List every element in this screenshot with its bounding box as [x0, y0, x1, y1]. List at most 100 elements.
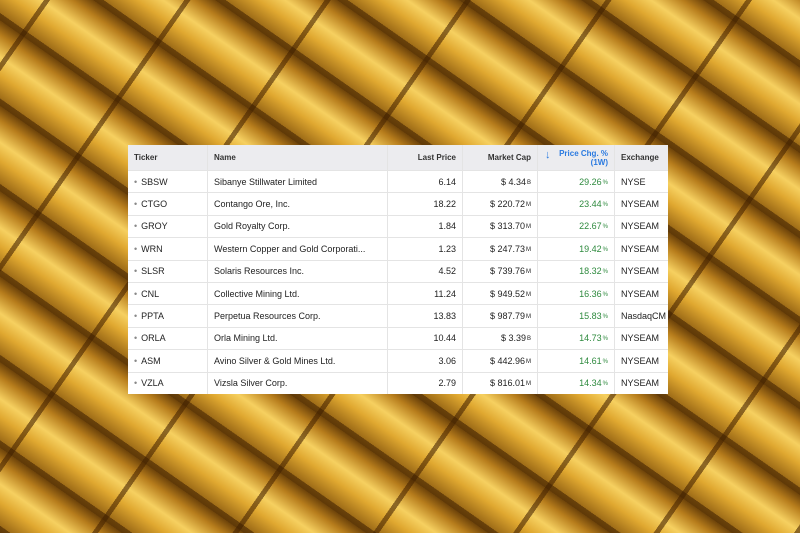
ticker[interactable]: SBSW	[141, 176, 168, 187]
change-cell: 18.32%	[538, 260, 615, 282]
name-cell: Perpetua Resources Corp.	[208, 305, 388, 327]
header-text: (1W)	[590, 157, 608, 167]
ticker-cell: • VZLA	[128, 372, 208, 394]
ticker[interactable]: WRN	[141, 243, 163, 254]
ticker[interactable]: GROY	[141, 221, 168, 232]
amount: 15.83	[579, 311, 602, 322]
table-row[interactable]: • SBSW Sibanye Stillwater Limited 6.14 $ 4.3…	[128, 170, 668, 193]
ticker-cell: • ORLA	[128, 327, 208, 350]
amount: $ 442.96	[489, 355, 525, 366]
ticker-cell: • CTGO	[128, 193, 208, 215]
name-cell: Collective Mining Ltd.	[208, 282, 388, 305]
ticker[interactable]: VZLA	[141, 378, 164, 389]
table-row[interactable]: • VZLA Vizsla Silver Corp. 2.79 $ 816.01 M 14.…	[128, 371, 668, 394]
unit: M	[526, 358, 531, 365]
price-cell: 6.14	[388, 171, 463, 193]
header-cell[interactable]: Name	[208, 145, 388, 170]
unit: M	[526, 224, 531, 231]
price-cell: 13.83	[388, 305, 463, 327]
table-row[interactable]: • ASM Avino Silver & Gold Mines Ltd. 3.06 $ …	[128, 349, 668, 372]
ticker-cell: • GROY	[128, 215, 208, 238]
change-cell: 19.42%	[538, 238, 615, 260]
sort-arrow: ↓	[545, 149, 551, 161]
ticker-cell: • SBSW	[128, 171, 208, 193]
market-cap-cell: $ 816.01 M	[463, 372, 538, 394]
unit: %	[602, 224, 608, 231]
unit: B	[526, 336, 531, 343]
amount: $ 739.76	[489, 266, 525, 277]
amount: $ 949.52	[489, 288, 525, 299]
unit: M	[526, 314, 531, 321]
ticker[interactable]: SLSR	[141, 266, 165, 277]
bullet: •	[134, 355, 138, 366]
exchange-cell: NasdaqCM	[621, 311, 667, 322]
amount: $ 3.39	[500, 333, 526, 344]
table-row[interactable]: • ORLA Orla Mining Ltd. 10.44 $ 3.39 B 14.73% N…	[128, 326, 668, 350]
ticker[interactable]: CNL	[141, 288, 160, 299]
market-cap-cell: $ 313.70 M	[463, 215, 538, 238]
change-cell: 23.44%	[538, 193, 615, 215]
unit: %	[602, 358, 608, 365]
unit: B	[526, 179, 531, 186]
name-cell: Gold Royalty Corp.	[208, 215, 388, 238]
amount: $ 313.70	[489, 221, 525, 232]
ticker[interactable]: ASM	[141, 355, 161, 366]
header-cell[interactable]: Exchange	[621, 153, 659, 162]
table-row[interactable]: • GROY Gold Royalty Corp. 1.84 $ 313.70 M 22.6…	[128, 214, 668, 238]
amount: $ 220.72	[489, 199, 525, 210]
amount: 19.42	[579, 243, 602, 254]
name-cell: Vizsla Silver Corp.	[208, 372, 388, 394]
change-cell: 14.61%	[538, 350, 615, 372]
table-row[interactable]: • CTGO Contango Ore, Inc. 18.22 $ 220.72 M 23.…	[128, 192, 668, 215]
ticker-cell: • WRN	[128, 238, 208, 260]
change-cell: 16.36%	[538, 282, 615, 305]
amount: $ 247.73	[489, 243, 525, 254]
table-row[interactable]: • WRN Western Copper and Gold Corporati...…	[128, 237, 668, 260]
market-cap-cell: $ 220.72 M	[463, 193, 538, 215]
bullet: •	[134, 266, 138, 277]
exchange-cell: NYSEAM	[621, 221, 660, 232]
ticker[interactable]: CTGO	[141, 199, 168, 210]
market-cap-cell: $ 442.96 M	[463, 350, 538, 372]
ticker[interactable]: PPTA	[141, 311, 164, 322]
amount: 14.73	[579, 333, 602, 344]
market-cap-cell: $ 4.34 B	[463, 171, 538, 193]
price-cell: 1.23	[388, 238, 463, 260]
ticker-cell: • SLSR	[128, 260, 208, 282]
table-row[interactable]: • SLSR Solaris Resources Inc. 4.52 $ 739.76 M…	[128, 259, 668, 282]
amount: $ 4.34	[500, 176, 526, 187]
market-cap-cell: $ 987.79 M	[463, 305, 538, 327]
bullet: •	[134, 221, 138, 232]
ticker-cell: • CNL	[128, 282, 208, 305]
exchange-cell: NYSEAM	[621, 288, 660, 299]
header-cell[interactable]: Last Price	[388, 145, 463, 170]
table-row[interactable]: • PPTA Perpetua Resources Corp. 13.83 $ 987.…	[128, 304, 668, 327]
table-row[interactable]: • CNL Collective Mining Ltd. 11.24 $ 949.52 M…	[128, 281, 668, 305]
header-cell[interactable]: Ticker	[128, 145, 208, 170]
market-cap-cell: $ 3.39 B	[463, 327, 538, 350]
unit: %	[602, 381, 608, 388]
change-cell: 15.83%	[538, 305, 615, 327]
price-cell: 2.79	[388, 372, 463, 394]
name-cell: Contango Ore, Inc.	[208, 193, 388, 215]
header-cell-sorted[interactable]: ↓ Price Chg. % (1W)	[538, 145, 615, 170]
unit: M	[526, 246, 531, 253]
unit: %	[602, 336, 608, 343]
amount: $ 816.01	[489, 378, 525, 389]
change-cell: 29.26%	[538, 171, 615, 193]
unit: M	[526, 381, 531, 388]
header-row: Ticker Name Last Price Market Cap ↓ Pric…	[128, 145, 668, 170]
amount: 23.44	[579, 199, 602, 210]
unit: M	[526, 269, 531, 276]
exchange-cell: NYSEAM	[621, 243, 660, 254]
market-cap-cell: $ 949.52 M	[463, 282, 538, 305]
amount: 16.36	[579, 288, 602, 299]
ticker[interactable]: ORLA	[141, 333, 166, 344]
bullet: •	[134, 243, 138, 254]
name-cell: Avino Silver & Gold Mines Ltd.	[208, 350, 388, 372]
amount: 29.26	[579, 176, 602, 187]
unit: %	[602, 246, 608, 253]
change-cell: 22.67%	[538, 215, 615, 238]
header-cell[interactable]: Market Cap	[463, 145, 538, 170]
price-cell: 4.52	[388, 260, 463, 282]
